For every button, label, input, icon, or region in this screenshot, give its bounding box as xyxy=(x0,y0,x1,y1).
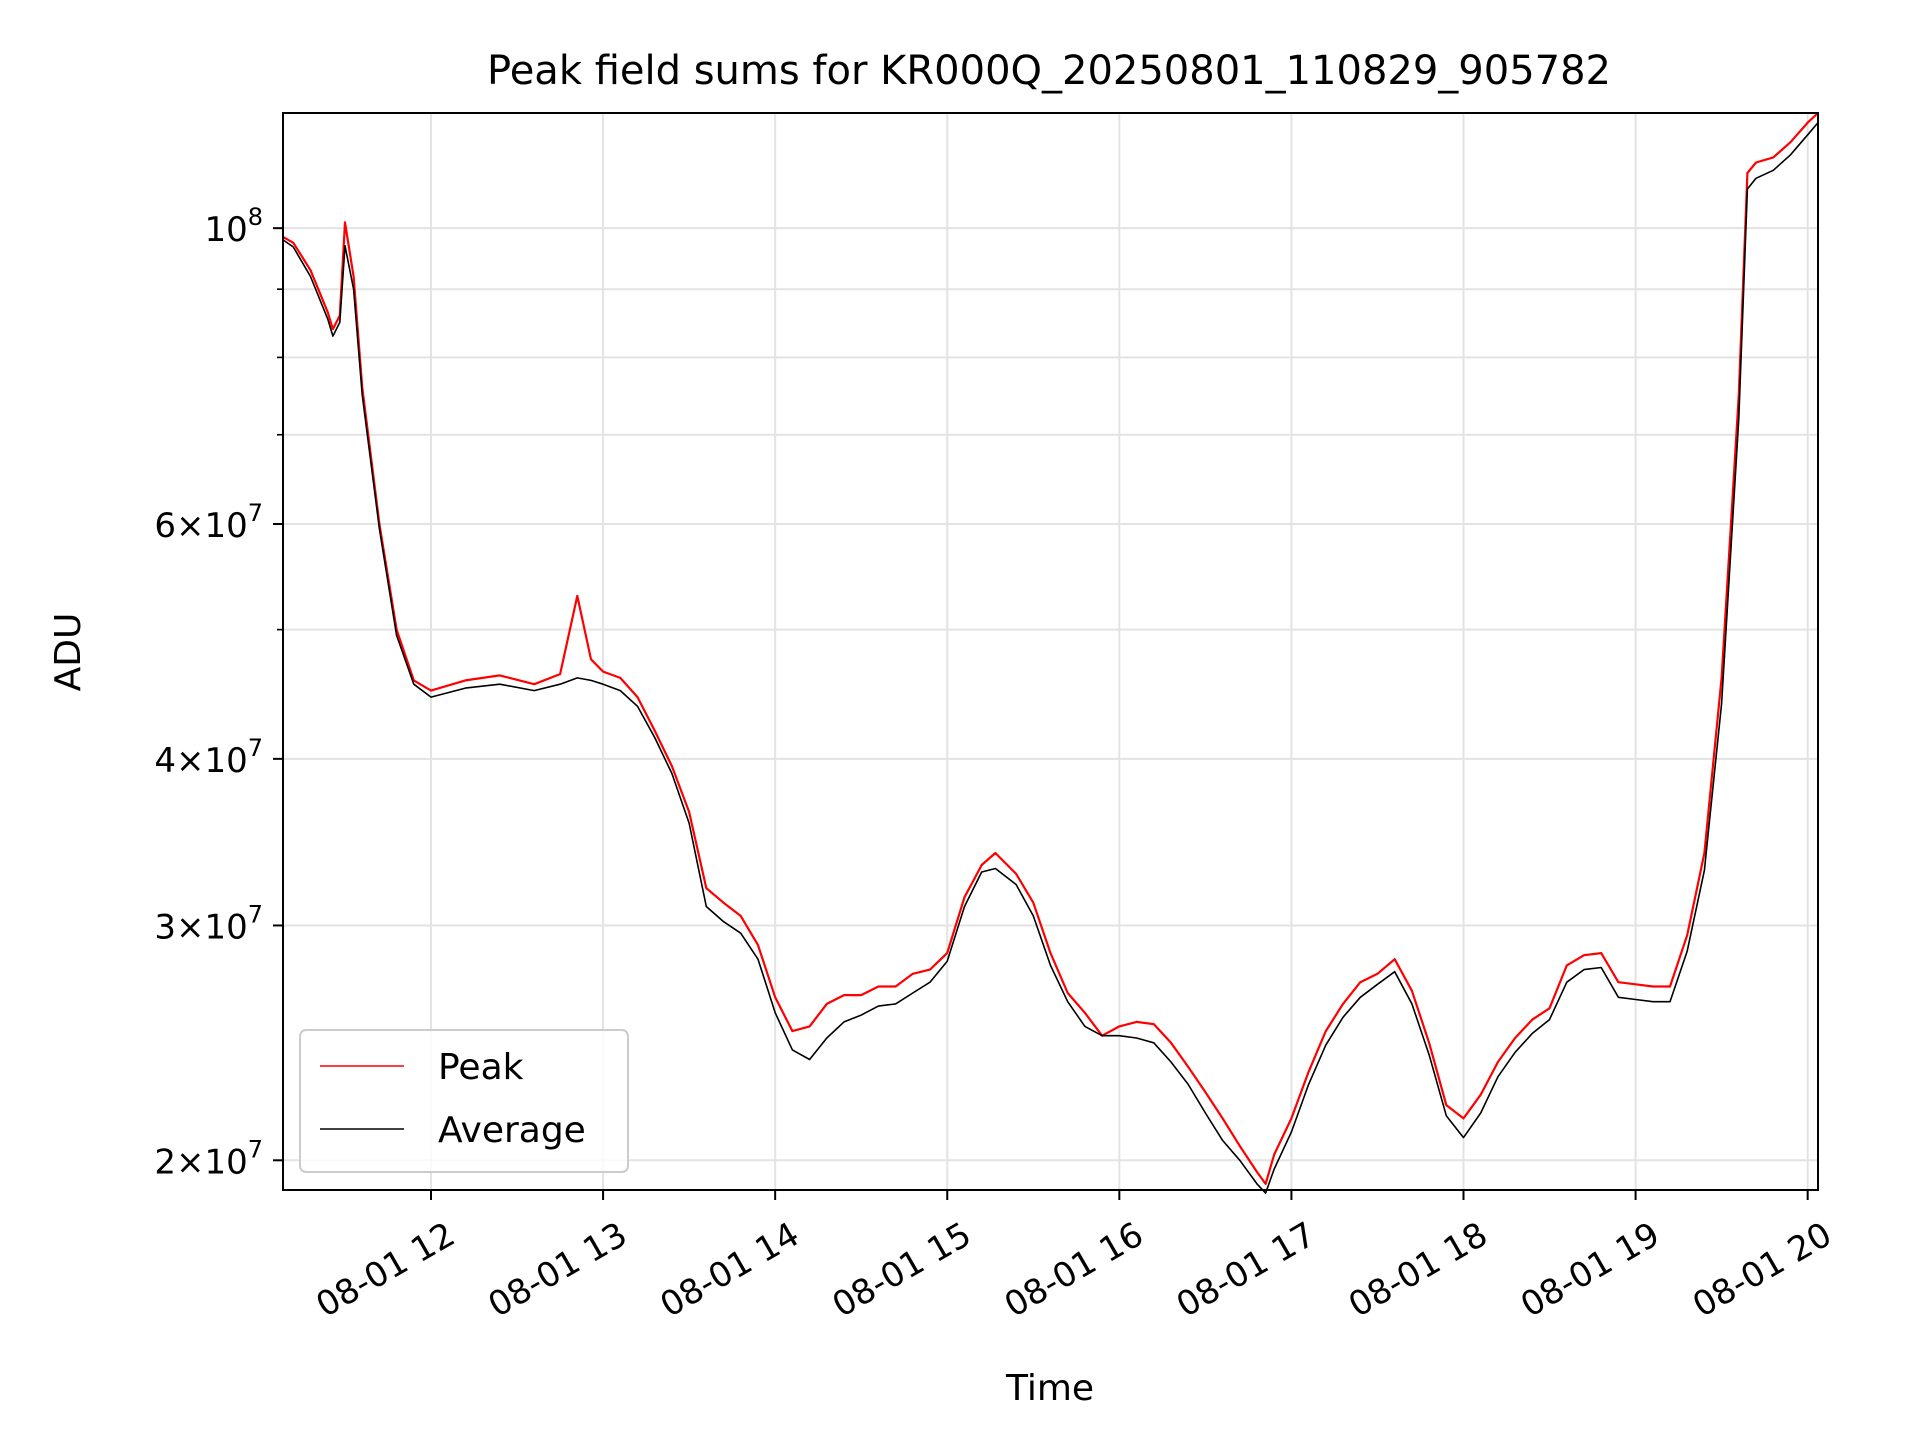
legend-label-peak: Peak xyxy=(438,1047,524,1088)
plot-area xyxy=(282,112,1819,1194)
legend-label-average: Average xyxy=(438,1110,586,1151)
y-axis-label: ADU xyxy=(48,613,89,692)
series-line-average xyxy=(282,122,1819,1194)
y-tick-label: 2×107 xyxy=(154,1135,263,1182)
y-tick-label: 4×107 xyxy=(154,734,263,781)
legend: Peak Average xyxy=(299,1029,629,1173)
series-line-peak xyxy=(282,112,1819,1186)
y-tick-label: 6×107 xyxy=(154,499,263,546)
x-axis-label: Time xyxy=(1005,1368,1094,1409)
y-tick-label: 3×107 xyxy=(154,900,263,947)
grid-lines xyxy=(283,113,1818,1190)
y-axis: 2×107 3×107 4×107 6×107 108 xyxy=(154,203,283,1182)
axes-frame xyxy=(282,112,1819,1191)
chart-title: Peak field sums for KR000Q_20250801_1108… xyxy=(487,48,1611,94)
y-tick-label: 108 xyxy=(204,203,263,250)
